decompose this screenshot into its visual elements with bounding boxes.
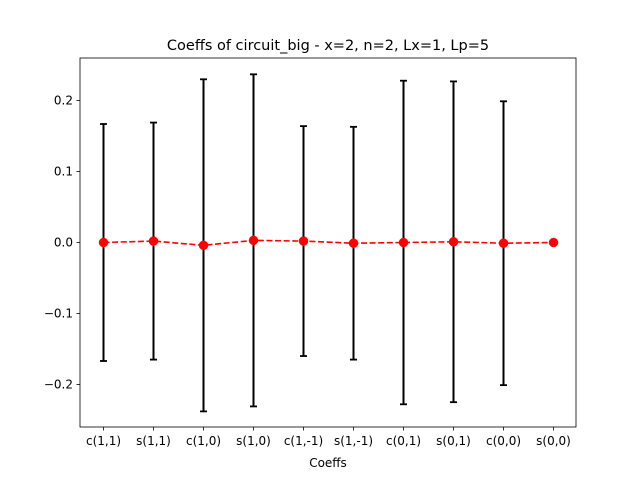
x-tick-label: s(1,1)	[136, 434, 171, 448]
y-tick-label: −0.1	[44, 306, 73, 320]
y-tick-label: 0.1	[54, 165, 73, 179]
x-tick-label: s(1,-1)	[334, 434, 373, 448]
x-tick-label: c(0,1)	[386, 434, 421, 448]
chart-marks	[98, 73, 559, 413]
y-tick-label: 0.0	[54, 236, 73, 250]
x-tick-label: s(0,0)	[536, 434, 571, 448]
series-line	[103, 239, 554, 247]
data-point	[198, 240, 209, 251]
data-point	[348, 238, 359, 248]
x-tick-label: c(0,0)	[486, 434, 521, 448]
data-point	[298, 236, 309, 246]
chart-axes: −0.2 −0.1 0.0 0.1 0.2 c(1,1) s(1,1) c(1,0) s(1,0…	[44, 94, 571, 448]
x-tick-label: s(1,0)	[236, 434, 271, 448]
y-tick-label: −0.2	[44, 377, 73, 391]
x-axis-label: Coeffs	[309, 456, 347, 470]
x-tick-label: c(1,-1)	[284, 434, 323, 448]
data-point	[548, 237, 559, 248]
data-point	[248, 235, 259, 246]
data-point	[498, 238, 509, 248]
x-tick-label: c(1,1)	[86, 434, 121, 448]
data-point	[148, 236, 159, 246]
data-point	[448, 237, 459, 247]
x-tick-label: s(0,1)	[436, 434, 471, 448]
chart-title: Coeffs of circuit_big - x=2, n=2, Lx=1, …	[167, 38, 489, 54]
y-tick-label: 0.2	[54, 94, 73, 108]
plot-frame	[79, 57, 577, 428]
data-point	[398, 237, 409, 248]
data-point	[98, 237, 109, 248]
x-tick-label: c(1,0)	[186, 434, 221, 448]
